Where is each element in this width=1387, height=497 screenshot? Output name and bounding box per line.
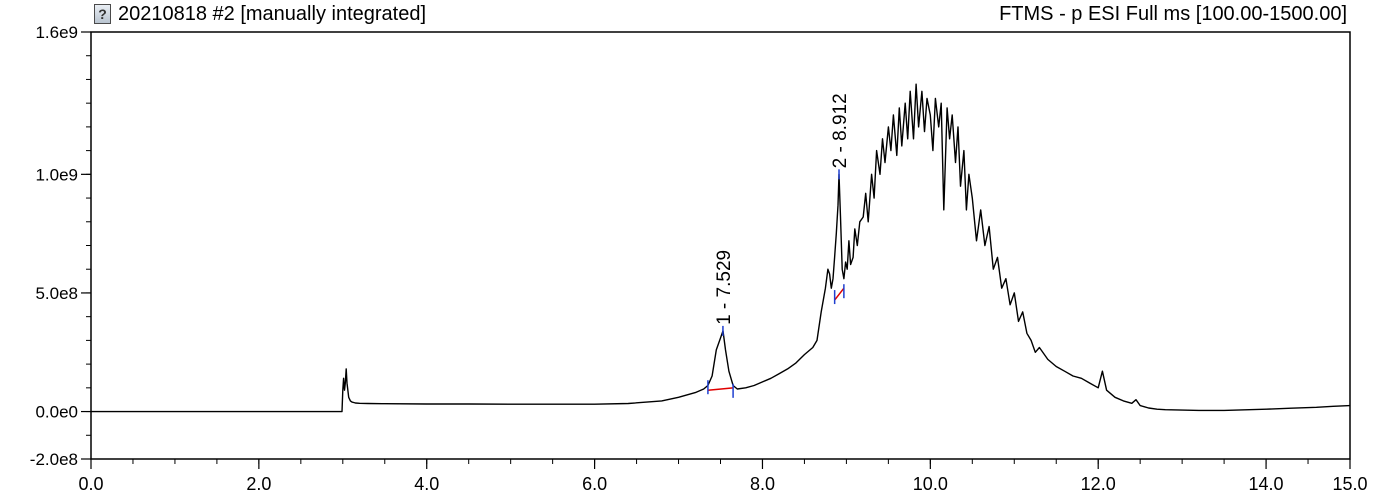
peak-label: 1 - 7.529 [714, 250, 735, 325]
x-tick-label: 0.0 [78, 474, 103, 494]
y-tick-label: -2.0e8 [30, 450, 78, 469]
x-tick-label: 6.0 [582, 474, 607, 494]
plot-frame [90, 31, 1351, 460]
y-tick-label: 1.6e9 [35, 23, 78, 42]
x-tick-label: 12.0 [1081, 474, 1116, 494]
peak-label: 2 - 8.912 [830, 93, 851, 168]
peak-baseline [707, 387, 734, 391]
x-tick-label: 14.0 [1249, 474, 1284, 494]
x-tick-label: 10.0 [913, 474, 948, 494]
x-tick-label: 8.0 [750, 474, 775, 494]
scan-filter-label: FTMS - p ESI Full ms [100.00-1500.00] [999, 3, 1347, 25]
chromatogram-trace [91, 83, 1351, 413]
chart-title: 20210818 #2 [manually integrated] [118, 3, 427, 25]
help-icon[interactable]: ? [94, 4, 111, 24]
x-tick-label: 15.0 [1332, 474, 1367, 494]
y-tick-label: 5.0e8 [35, 284, 78, 303]
x-tick-label: 4.0 [414, 474, 439, 494]
x-tick-label: 2.0 [246, 474, 271, 494]
y-tick-label: 0.0e0 [35, 403, 78, 422]
peak-baseline [834, 287, 845, 301]
y-tick-label: 1.0e9 [35, 165, 78, 184]
